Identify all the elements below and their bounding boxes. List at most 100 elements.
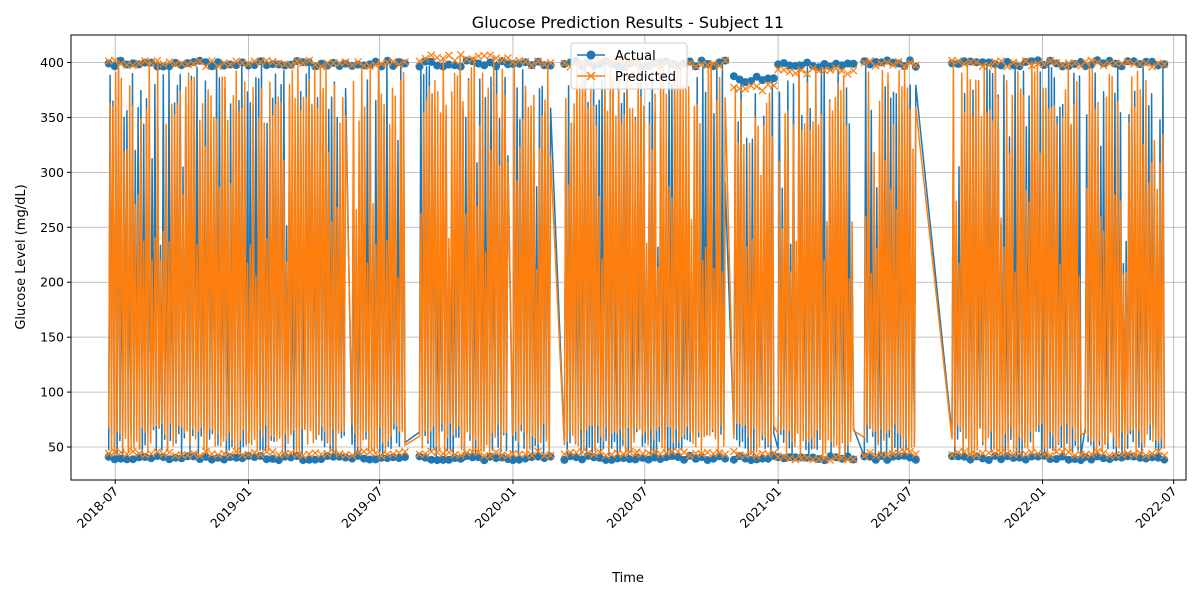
data-point — [991, 58, 999, 66]
chart-title: Glucose Prediction Results - Subject 11 — [472, 13, 784, 32]
data-point — [226, 60, 235, 69]
data-point — [226, 450, 235, 459]
data-point — [377, 62, 386, 71]
data-point — [268, 454, 277, 463]
data-point — [299, 59, 308, 68]
data-point — [329, 59, 338, 68]
series-line — [107, 55, 1166, 461]
data-point — [1099, 61, 1108, 70]
data-point — [960, 447, 969, 456]
data-point — [680, 455, 688, 464]
data-point — [785, 61, 794, 70]
data-point — [1064, 59, 1073, 68]
data-point — [480, 451, 489, 460]
data-point — [715, 448, 724, 457]
data-point — [779, 65, 788, 74]
data-point — [515, 450, 524, 459]
data-point — [365, 62, 374, 71]
data-point — [341, 450, 350, 459]
data-point — [797, 453, 806, 462]
data-point — [1070, 451, 1079, 460]
data-point — [534, 452, 543, 461]
data-point — [141, 453, 150, 461]
data-point — [486, 58, 495, 67]
data-point — [415, 57, 424, 66]
data-point — [1081, 57, 1090, 66]
data-point — [365, 455, 374, 464]
data-point — [747, 449, 755, 458]
data-point — [779, 452, 788, 461]
data-point — [201, 447, 210, 456]
data-point — [954, 448, 963, 457]
data-point — [1160, 455, 1169, 464]
data-point — [104, 449, 113, 458]
data-point — [508, 449, 517, 458]
data-point — [741, 84, 750, 93]
data-point — [954, 59, 963, 68]
data-point — [1052, 447, 1061, 456]
data-point — [280, 452, 289, 461]
data-point — [486, 451, 495, 460]
data-point — [1040, 451, 1049, 460]
data-point — [849, 66, 858, 75]
data-point — [456, 451, 465, 460]
data-point — [1160, 60, 1169, 69]
data-point — [141, 450, 150, 459]
data-point — [703, 61, 712, 70]
data-point — [527, 453, 536, 462]
data-point — [826, 456, 835, 465]
data-point — [709, 59, 718, 68]
data-point — [165, 448, 174, 457]
data-point — [1099, 454, 1108, 463]
data-point — [984, 58, 993, 67]
data-point — [991, 451, 999, 460]
data-point — [141, 58, 150, 67]
data-point — [439, 449, 448, 458]
data-point — [1142, 451, 1150, 460]
data-point — [433, 456, 442, 465]
data-point — [341, 453, 350, 462]
data-point — [1093, 58, 1102, 67]
data-point — [1027, 448, 1036, 457]
data-point — [244, 59, 253, 68]
y-tick-label: 200 — [40, 275, 64, 290]
data-point — [1136, 449, 1144, 457]
data-point — [335, 452, 344, 461]
data-point — [244, 450, 253, 459]
data-point — [274, 456, 283, 465]
data-point — [1099, 59, 1108, 68]
data-point — [948, 56, 956, 65]
data-point — [1087, 455, 1096, 464]
data-point — [888, 61, 897, 69]
data-point — [371, 449, 380, 458]
data-point — [280, 60, 289, 69]
data-point — [232, 57, 241, 66]
data-point — [997, 455, 1006, 464]
data-point — [820, 454, 829, 463]
data-point — [803, 58, 812, 67]
data-point — [1040, 450, 1049, 459]
data-point — [444, 448, 453, 457]
data-point — [189, 449, 198, 458]
data-point — [709, 449, 718, 458]
data-point — [797, 66, 806, 75]
data-point — [348, 61, 357, 70]
data-point — [305, 455, 314, 464]
data-point — [389, 453, 398, 462]
data-point — [1117, 450, 1126, 459]
data-point — [220, 455, 229, 464]
data-point — [147, 449, 156, 458]
data-point — [1148, 57, 1157, 66]
data-point — [966, 455, 975, 464]
data-point — [135, 449, 144, 458]
data-point — [966, 58, 975, 66]
data-point — [207, 62, 216, 71]
data-point — [860, 58, 869, 67]
data-point — [534, 57, 543, 66]
data-point — [1142, 57, 1150, 66]
data-point — [323, 59, 332, 68]
data-point — [1009, 58, 1018, 67]
data-point — [427, 57, 436, 66]
data-point — [135, 60, 143, 69]
data-point — [515, 455, 524, 464]
